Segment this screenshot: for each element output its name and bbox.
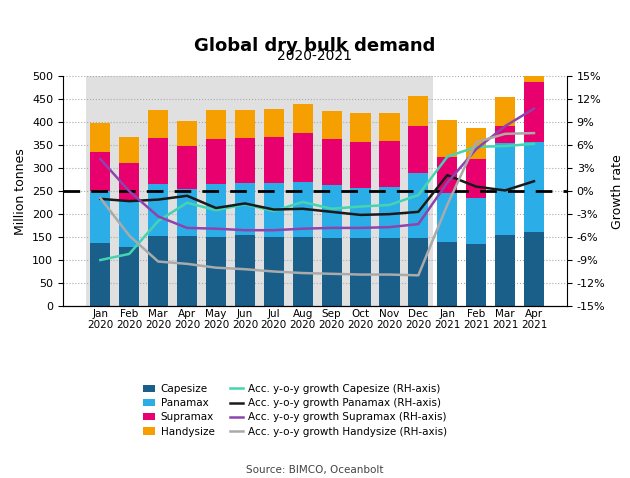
Bar (206, 185, 226, 237)
Bar (90, 152, 110, 191)
Bar (264, 109, 284, 137)
Bar (350, 187, 370, 238)
Bar (495, 126, 515, 143)
Bar (177, 189, 197, 236)
Bar (495, 235, 515, 306)
Bar (466, 244, 486, 306)
Bar (148, 236, 168, 306)
Legend: Capesize, Panamax, Supramax, Handysize, Acc. y-o-y growth Capesize (RH-axis), Ac: Capesize, Panamax, Supramax, Handysize, … (139, 380, 451, 441)
Bar (437, 242, 457, 306)
Bar (408, 126, 428, 173)
Bar (524, 56, 544, 82)
Bar (466, 128, 486, 159)
Bar (350, 238, 370, 306)
Y-axis label: Growth rate: Growth rate (611, 154, 624, 228)
Bar (177, 236, 197, 306)
Bar (524, 231, 544, 306)
Bar (379, 238, 399, 306)
Bar (235, 235, 255, 306)
Bar (177, 146, 197, 189)
Bar (437, 120, 457, 157)
Bar (379, 186, 399, 238)
Bar (495, 143, 515, 235)
Text: Source: BIMCO, Oceanbolt: Source: BIMCO, Oceanbolt (246, 465, 384, 475)
Bar (90, 243, 110, 306)
Bar (119, 247, 139, 306)
Bar (264, 183, 284, 237)
Bar (292, 237, 313, 306)
Bar (321, 140, 341, 185)
Bar (466, 198, 486, 244)
Bar (235, 139, 255, 184)
Bar (321, 185, 341, 238)
Bar (408, 238, 428, 306)
Bar (524, 142, 544, 231)
Bar (350, 141, 370, 187)
Bar (466, 159, 486, 198)
Bar (235, 184, 255, 235)
Bar (148, 110, 168, 139)
Bar (119, 163, 139, 200)
Title: Global dry bulk demand: Global dry bulk demand (194, 37, 436, 55)
Bar (437, 194, 457, 242)
Bar (350, 113, 370, 141)
Bar (408, 96, 428, 126)
Bar (206, 109, 226, 140)
Bar (379, 113, 399, 141)
Bar (292, 133, 313, 182)
Bar (264, 237, 284, 306)
Bar (148, 139, 168, 185)
Bar (264, 137, 284, 183)
Bar (408, 173, 428, 238)
Bar (206, 140, 226, 185)
Bar (90, 191, 110, 243)
Bar (321, 111, 341, 140)
Bar (148, 185, 168, 236)
Bar (177, 121, 197, 146)
Bar (437, 157, 457, 194)
Bar (379, 141, 399, 186)
Bar (235, 110, 255, 139)
Bar (119, 200, 139, 247)
Text: 2020-2021: 2020-2021 (277, 49, 353, 64)
Bar (321, 238, 341, 306)
Bar (524, 82, 544, 142)
Y-axis label: Million tonnes: Million tonnes (14, 148, 26, 235)
Bar (119, 137, 139, 163)
Bar (86, 76, 433, 306)
Bar (206, 237, 226, 306)
Bar (292, 104, 313, 133)
Bar (495, 97, 515, 126)
Bar (292, 182, 313, 237)
Bar (90, 123, 110, 152)
